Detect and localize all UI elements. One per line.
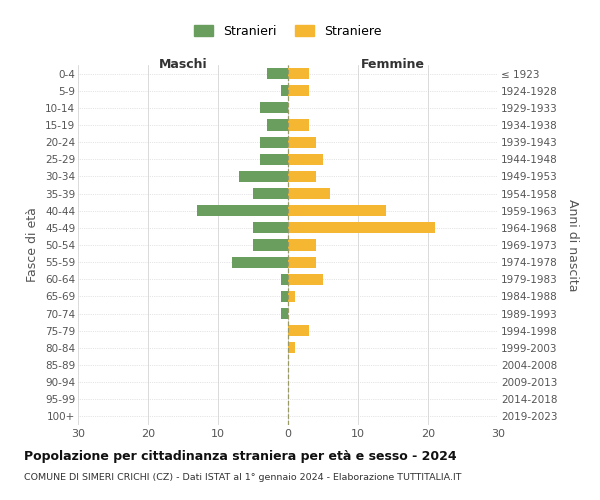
Bar — [253, 188, 288, 199]
Legend: Stranieri, Straniere: Stranieri, Straniere — [191, 21, 385, 42]
Bar — [288, 274, 323, 285]
Bar — [288, 325, 309, 336]
Bar — [288, 68, 309, 79]
Bar — [288, 222, 435, 234]
Bar — [288, 240, 316, 250]
Bar — [232, 256, 288, 268]
Bar — [288, 85, 309, 96]
Bar — [288, 342, 295, 353]
Bar — [197, 205, 288, 216]
Bar — [288, 171, 316, 182]
Bar — [288, 291, 295, 302]
Bar — [253, 240, 288, 250]
Bar — [239, 171, 288, 182]
Text: COMUNE DI SIMERI CRICHI (CZ) - Dati ISTAT al 1° gennaio 2024 - Elaborazione TUTT: COMUNE DI SIMERI CRICHI (CZ) - Dati ISTA… — [24, 472, 461, 482]
Bar — [288, 120, 309, 130]
Bar — [260, 102, 288, 114]
Text: Femmine: Femmine — [361, 58, 425, 71]
Text: Popolazione per cittadinanza straniera per età e sesso - 2024: Popolazione per cittadinanza straniera p… — [24, 450, 457, 463]
Text: Maschi: Maschi — [158, 58, 208, 71]
Bar — [267, 120, 288, 130]
Bar — [288, 154, 323, 165]
Bar — [260, 136, 288, 147]
Bar — [253, 222, 288, 234]
Bar — [281, 274, 288, 285]
Bar — [267, 68, 288, 79]
Y-axis label: Anni di nascita: Anni di nascita — [566, 198, 579, 291]
Bar — [260, 154, 288, 165]
Bar — [281, 291, 288, 302]
Y-axis label: Fasce di età: Fasce di età — [26, 208, 40, 282]
Bar — [281, 308, 288, 319]
Bar — [281, 85, 288, 96]
Bar — [288, 205, 386, 216]
Bar — [288, 136, 316, 147]
Bar — [288, 188, 330, 199]
Bar — [288, 256, 316, 268]
